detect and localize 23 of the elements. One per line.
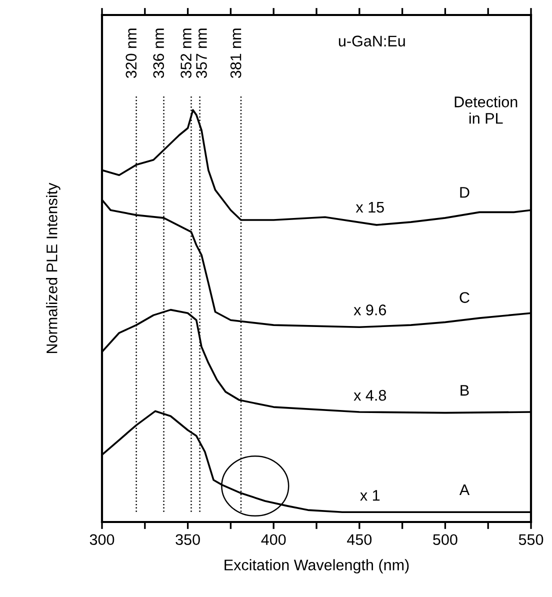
y-axis-title: Normalized PLE Intensity [46,182,60,354]
x-tick-label: 400 [261,534,286,546]
ref-line-label: 320 nm [126,28,137,78]
text: u-GaN:Eu [338,36,405,46]
x-tick-label: 550 [518,534,544,546]
annotation: x 9.6 [354,304,386,316]
series-label: C [460,292,470,303]
ref-line-label: 357 nm [196,28,207,78]
annotation: Detection in PL [454,96,518,124]
annotation: x 1 [360,490,380,501]
series-label: B [460,385,469,396]
series-label: A [459,484,470,496]
ref-line-label: 381 nm [230,28,242,78]
ref-line-label: 352 nm [180,28,192,78]
x-tick-label: 450 [347,534,372,546]
x-tick-label: 350 [176,534,200,546]
x-tick-label: 500 [433,534,458,546]
series-label: D [460,187,470,198]
x-tick-label: 300 [90,534,114,546]
annotation: x 15 [356,202,384,213]
ref-line-label: 336 nm [153,28,164,78]
annotation: x 4.8 [354,390,386,401]
x-axis-title: Excitation Wavelength (nm) [224,559,409,574]
